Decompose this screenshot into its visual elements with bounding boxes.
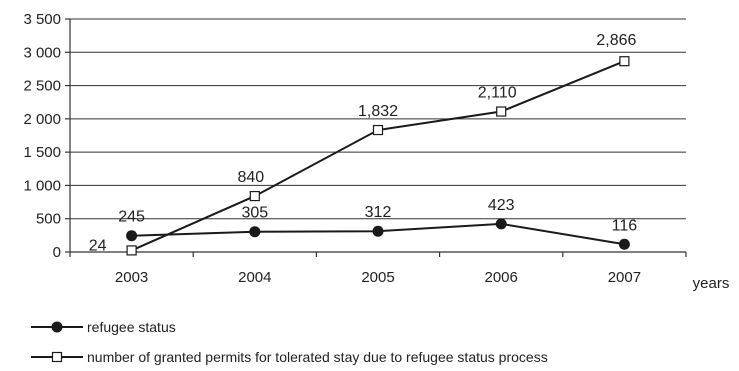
- x-axis-tick-labels: 2003 2004 2005 2006 2007: [115, 269, 641, 286]
- data-label: 2,110: [478, 85, 517, 102]
- data-label: 312: [365, 204, 392, 221]
- legend: refugee status number of granted permits …: [31, 319, 548, 365]
- legend-item-1: refugee status: [31, 319, 176, 335]
- data-point: [126, 245, 137, 256]
- x-tick-label-2003: 2003: [115, 269, 148, 286]
- series-2: 24 840 1,832 2,110 2,866: [89, 32, 637, 256]
- data-label: 840: [237, 169, 264, 186]
- legend-label: number of granted permits for tolerated …: [87, 349, 548, 365]
- y-tick-label: 1 500: [23, 144, 61, 161]
- legend-marker: [51, 351, 63, 363]
- y-tick-label: 3 000: [23, 44, 61, 61]
- data-point: [372, 124, 384, 136]
- legend-label: refugee status: [87, 319, 176, 335]
- grid: [65, 18, 687, 257]
- y-tick-label: 1 000: [23, 177, 61, 194]
- data-point: [496, 106, 507, 117]
- data-label: 2,866: [596, 32, 636, 49]
- x-tick-label-2004: 2004: [238, 269, 271, 286]
- data-label: 24: [89, 237, 107, 254]
- data-label: 1,832: [358, 103, 398, 120]
- y-tick-label: 2 500: [23, 78, 61, 95]
- series-1: 245 305 312 423 116: [118, 197, 637, 250]
- y-tick-label: 2 000: [23, 111, 61, 128]
- data-point: [495, 218, 507, 230]
- series-group: 245 305 312 423 116 24 840 1,832 2,110 2,866: [89, 32, 637, 256]
- data-label: 245: [118, 209, 145, 226]
- data-label: 305: [241, 205, 268, 222]
- data-point: [126, 230, 138, 242]
- data-label: 423: [488, 197, 515, 214]
- series-line: [131, 60, 625, 252]
- x-axis-title: years: [693, 275, 730, 292]
- data-label: 116: [612, 217, 638, 234]
- y-tick-label: 500: [36, 211, 61, 228]
- data-point: [372, 225, 384, 237]
- x-tick-label-2007: 2007: [608, 269, 641, 286]
- legend-item-2: number of granted permits for tolerated …: [31, 349, 548, 365]
- y-axis-tick-labels: 0 500 1 000 1 500 2 000 2 500 3 000 3 500: [23, 11, 61, 261]
- legend-marker: [51, 321, 63, 333]
- x-tick-label-2005: 2005: [361, 269, 394, 286]
- y-tick-label: 3 500: [23, 11, 61, 28]
- x-tick-label-2006: 2006: [485, 269, 518, 286]
- data-point: [249, 226, 261, 238]
- y-tick-label: 0: [53, 244, 61, 261]
- data-point: [618, 238, 630, 250]
- data-point: [249, 190, 260, 202]
- data-point: [619, 56, 630, 67]
